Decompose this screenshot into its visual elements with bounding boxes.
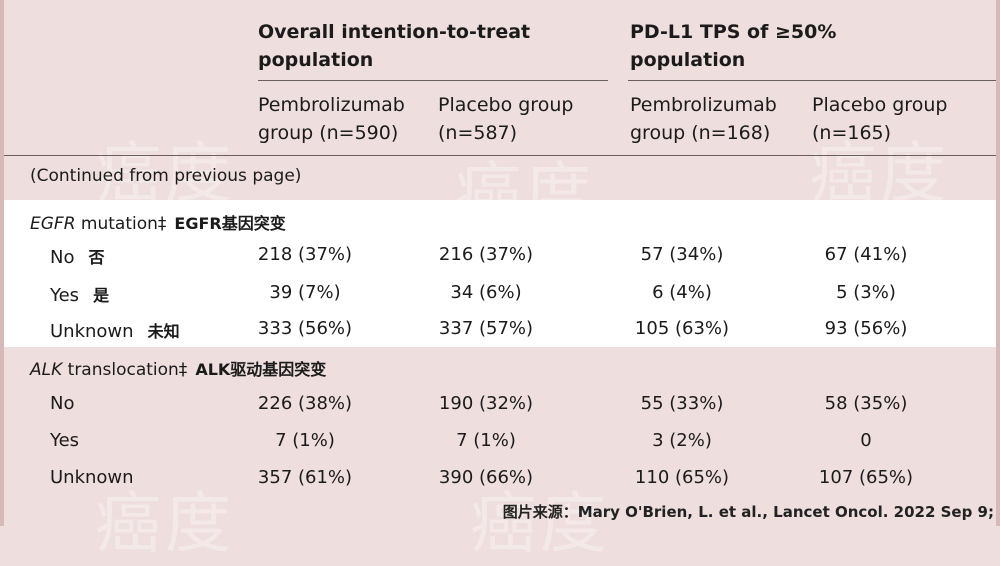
row-label-alk-no: No — [50, 393, 75, 414]
row-label-alk-unknown: Unknown — [50, 467, 134, 488]
row-label-zh: 未知 — [147, 322, 180, 341]
row-label-egfr-unknown: Unknown 未知 — [50, 318, 180, 342]
section-title-zh: EGFR基因突变 — [174, 214, 286, 233]
header-group-itt: Overall intention-to-treat population — [258, 18, 530, 74]
table-cell: 7 (1%) — [275, 430, 335, 451]
column-header-placebo-itt: Placebo group (n=587) — [438, 91, 573, 147]
section-title-rest: mutation‡ — [75, 214, 167, 234]
table-cell: 39 (7%) — [269, 282, 341, 303]
column-header-line2: group (n=168) — [630, 122, 771, 144]
table-cell: 105 (63%) — [634, 318, 730, 339]
header-rule-pdl1 — [628, 80, 996, 81]
header-group-itt-line2: population — [258, 49, 374, 71]
row-label-egfr-yes: Yes 是 — [50, 282, 109, 306]
table-cell: 7 (1%) — [456, 430, 516, 451]
table-cell: 55 (33%) — [640, 393, 724, 414]
table-cell: 357 (61%) — [257, 467, 353, 488]
table-cell: 226 (38%) — [257, 393, 353, 414]
column-header-line1: Pembrolizumab — [258, 94, 405, 116]
table-cell: 67 (41%) — [824, 244, 908, 265]
column-header-line2: (n=587) — [438, 122, 518, 144]
column-header-line1: Pembrolizumab — [630, 94, 777, 116]
header-group-itt-line1: Overall intention-to-treat — [258, 21, 531, 43]
continued-note: (Continued from previous page) — [30, 166, 302, 186]
table-cell: 58 (35%) — [824, 393, 908, 414]
table-cell: 216 (37%) — [438, 244, 534, 265]
table-cell: 337 (57%) — [438, 318, 534, 339]
right-edge — [996, 0, 1000, 526]
section-title-alk: ALK translocation‡ ALK驱动基因突变 — [30, 356, 326, 380]
header-bottom-rule — [4, 155, 996, 156]
table-cell: 107 (65%) — [818, 467, 914, 488]
section-title-rest: translocation‡ — [62, 360, 188, 380]
header-group-pdl1-line1: PD-L1 TPS of ≥50% — [630, 21, 837, 43]
section-title-italic: EGFR — [30, 214, 76, 234]
column-header-line2: (n=165) — [812, 122, 892, 144]
header-group-pdl1-line2: population — [630, 49, 746, 71]
table-cell: 333 (56%) — [257, 318, 353, 339]
row-label-text: Yes — [50, 285, 80, 306]
row-label-egfr-no: No 否 — [50, 244, 105, 268]
column-header-line1: Placebo group — [438, 94, 574, 116]
section-title-egfr: EGFR mutation‡ EGFR基因突变 — [30, 210, 286, 234]
table-cell: 190 (32%) — [438, 393, 534, 414]
table-cell: 110 (65%) — [634, 467, 730, 488]
column-header-line1: Placebo group — [812, 94, 948, 116]
column-header-placebo-pdl1: Placebo group (n=165) — [812, 91, 947, 147]
header-group-pdl1: PD-L1 TPS of ≥50% population — [630, 18, 836, 74]
table-cell: 34 (6%) — [450, 282, 522, 303]
table-cell: 93 (56%) — [824, 318, 908, 339]
row-label-zh: 否 — [88, 248, 105, 267]
egfr-section-band — [4, 200, 996, 347]
column-header-line2: group (n=590) — [258, 122, 399, 144]
header-rule-itt — [258, 80, 608, 81]
table-cell: 218 (37%) — [257, 244, 353, 265]
source-caption: 图片来源：Mary O'Brien, L. et al., Lancet Onc… — [502, 503, 994, 521]
table-cell: 3 (2%) — [652, 430, 712, 451]
left-edge — [0, 0, 4, 526]
row-label-zh: 是 — [93, 286, 110, 305]
row-label-alk-yes: Yes — [50, 430, 80, 451]
table-cell: 390 (66%) — [438, 467, 534, 488]
column-header-pembro-pdl1: Pembrolizumab group (n=168) — [630, 91, 777, 147]
table-cell: 57 (34%) — [640, 244, 724, 265]
table-cell: 5 (3%) — [836, 282, 896, 303]
column-header-pembro-itt: Pembrolizumab group (n=590) — [258, 91, 405, 147]
section-title-zh: ALK驱动基因突变 — [195, 360, 327, 379]
row-label-text: Unknown — [50, 321, 134, 342]
row-label-text: No — [50, 247, 75, 268]
table-cell: 0 — [860, 430, 872, 451]
table-cell: 6 (4%) — [652, 282, 712, 303]
section-title-italic: ALK — [30, 360, 63, 380]
